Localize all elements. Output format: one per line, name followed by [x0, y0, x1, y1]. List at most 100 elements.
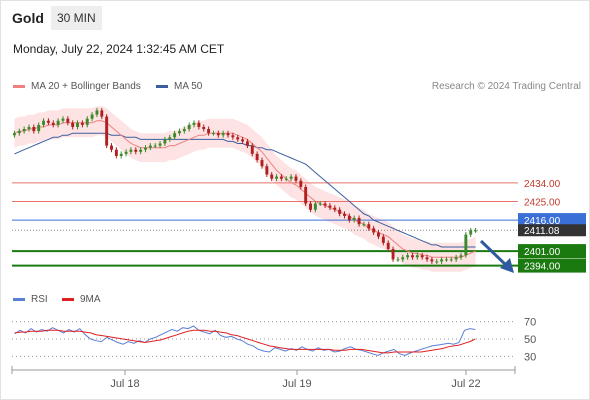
- timestamp: Monday, July 22, 2024 1:32:45 AM CET: [13, 42, 225, 56]
- candle-body: [192, 122, 196, 125]
- level-label-resistance: 2434.00: [524, 179, 561, 190]
- legend-ma20: MA 20 + Bollinger Bands: [13, 81, 141, 92]
- rsi-line: [14, 325, 476, 357]
- legend-ma50: MA 50: [156, 81, 202, 92]
- candle-body: [377, 232, 380, 237]
- candle-body: [367, 224, 371, 229]
- candle-body: [454, 257, 458, 260]
- candle-body: [56, 120, 60, 125]
- level-label-support: 2394.00: [524, 262, 561, 273]
- candle-body: [46, 120, 50, 123]
- candle-body: [469, 230, 473, 235]
- candle-body: [197, 122, 201, 127]
- candle-body: [255, 153, 259, 161]
- candle-body: [464, 234, 468, 256]
- candle-body: [352, 218, 356, 221]
- candle-body: [372, 228, 376, 233]
- level-label-support: 2401.00: [524, 247, 561, 258]
- candle-body: [32, 126, 36, 132]
- forecast-arrowhead: [500, 258, 514, 273]
- candle-body: [386, 242, 390, 250]
- candle-body: [187, 124, 191, 130]
- candle-body: [144, 147, 147, 150]
- x-tick-label: Jul 19: [282, 378, 311, 390]
- candle-body: [420, 255, 424, 258]
- level-tag-support: [518, 244, 586, 259]
- candle-body: [42, 120, 46, 125]
- 9ma-swatch: [62, 297, 74, 301]
- forecast-arrow: [479, 239, 509, 268]
- candle-body: [396, 259, 400, 261]
- rsi-tick-label: 50: [524, 334, 536, 346]
- candle-body: [178, 131, 181, 134]
- candle-body: [411, 255, 414, 258]
- candle-body: [216, 133, 220, 136]
- ma20-line: [14, 120, 476, 258]
- candle-body: [17, 131, 21, 134]
- candle-body: [333, 207, 337, 210]
- candle-body: [362, 224, 366, 226]
- candle-body: [90, 114, 94, 119]
- candle-body: [270, 174, 274, 179]
- candle-body: [381, 236, 385, 243]
- ma50-swatch: [156, 84, 168, 88]
- ma50-line: [14, 132, 476, 248]
- candle-body: [95, 110, 99, 115]
- candle-body: [309, 203, 312, 210]
- candle-body: [134, 149, 138, 152]
- legend-rsi: RSI: [13, 294, 48, 305]
- legend-rsi-label: RSI: [31, 294, 48, 305]
- candle-body: [425, 257, 429, 260]
- candle-body: [148, 145, 152, 148]
- candle-body: [27, 126, 31, 130]
- candle-body: [435, 261, 439, 263]
- bollinger-band: [14, 106, 476, 272]
- candle-body: [221, 133, 225, 136]
- candle-body: [51, 122, 55, 125]
- candle-body: [459, 255, 463, 258]
- candle-body: [406, 255, 410, 258]
- candle-body: [401, 257, 405, 260]
- candle-body: [163, 139, 167, 144]
- candle-body: [139, 149, 143, 152]
- candle-body: [323, 203, 327, 206]
- candle-body: [37, 124, 41, 132]
- rsi-tick-label: 70: [524, 317, 536, 329]
- candle-body: [318, 203, 322, 205]
- rsi-tick-label: 30: [524, 351, 536, 363]
- level-tag-support: [518, 258, 586, 273]
- candle-body: [110, 145, 113, 150]
- candle-body: [391, 249, 395, 260]
- candle-body: [236, 137, 240, 140]
- candle-body: [313, 203, 317, 210]
- ma20-swatch: [13, 84, 25, 88]
- candle-body: [328, 205, 332, 208]
- candle-body: [294, 176, 298, 181]
- candle-body: [173, 133, 177, 138]
- candle-body: [168, 137, 172, 140]
- candle-body: [275, 176, 279, 179]
- candle-body: [415, 255, 419, 258]
- level-label-resistance: 2425.00: [524, 197, 561, 208]
- candle-body: [265, 166, 269, 175]
- candle-body: [231, 135, 235, 138]
- candle-body: [182, 129, 186, 132]
- level-label-pivot: 2416.00: [524, 216, 561, 227]
- last-price-tag: [518, 224, 586, 237]
- timeframe-badge[interactable]: 30 MIN: [51, 6, 102, 30]
- candle-body: [129, 149, 133, 152]
- candle-body: [105, 116, 109, 146]
- legend-ma20-label: MA 20 + Bollinger Bands: [31, 81, 141, 92]
- candle-body: [153, 145, 157, 147]
- legend-9ma: 9MA: [62, 294, 101, 305]
- chart-header: Gold 30 MIN: [0, 0, 590, 36]
- symbol-title: Gold: [12, 10, 44, 26]
- candle-body: [80, 122, 84, 125]
- candle-body: [289, 176, 293, 179]
- candle-body: [343, 213, 346, 216]
- candle-body: [357, 218, 361, 225]
- candle-body: [202, 126, 206, 130]
- candle-body: [211, 133, 215, 135]
- candle-body: [76, 122, 79, 127]
